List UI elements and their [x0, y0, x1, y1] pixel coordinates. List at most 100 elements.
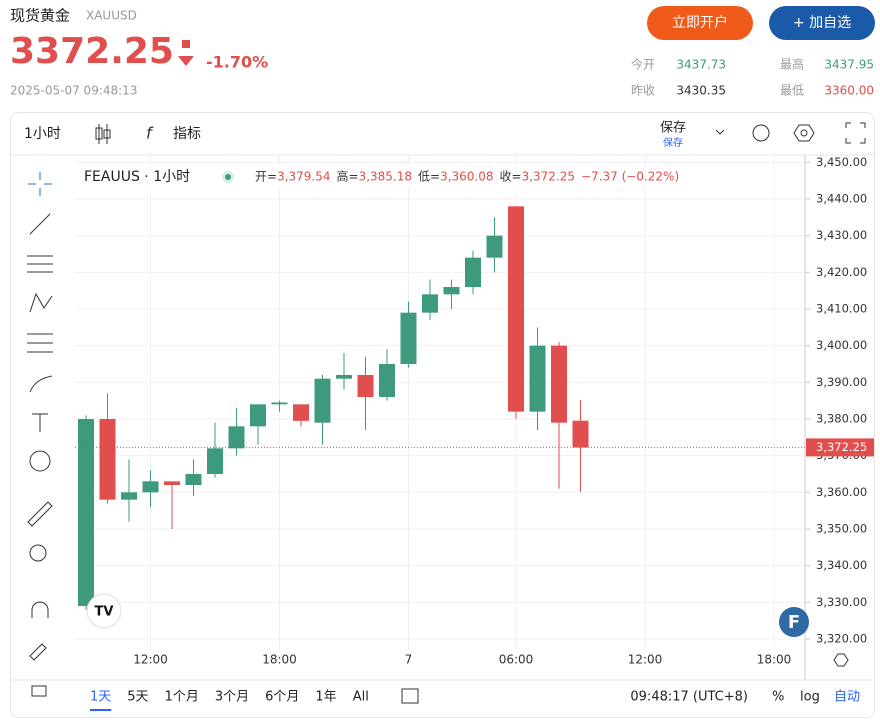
x-tick-label: 12:00 — [133, 653, 168, 667]
indicators-button[interactable]: 指标 — [173, 126, 201, 142]
y-tick-label: 3,320.00 — [816, 632, 867, 646]
range-button[interactable]: 1年 — [315, 690, 336, 705]
candle-body — [142, 481, 159, 493]
goto-date-icon[interactable] — [401, 688, 419, 704]
y-tick-label: 3,440.00 — [816, 192, 867, 206]
candle-body — [551, 345, 567, 423]
magnet-tool[interactable] — [31, 601, 49, 618]
asset-symbol: XAUUSD — [86, 9, 137, 23]
y-tick-label: 3,330.00 — [816, 595, 867, 609]
trendline-tool[interactable] — [29, 213, 51, 235]
y-tick-label: 3,410.00 — [816, 302, 867, 316]
legend-value: 3,360.08 — [440, 170, 493, 184]
live-dot-core — [225, 174, 231, 180]
stat-value: 3437.73 — [676, 58, 726, 72]
fib-tool[interactable] — [27, 255, 53, 273]
f-logo — [779, 607, 809, 637]
range-button[interactable]: 1个月 — [165, 690, 199, 705]
range-button[interactable]: 3个月 — [215, 690, 249, 705]
f-logo-text: F — [788, 612, 800, 633]
open-account-button[interactable] — [647, 6, 753, 40]
candle-body — [336, 375, 352, 379]
price: 3372.25 — [10, 31, 174, 72]
candle-body — [379, 364, 395, 397]
forecast-tool[interactable] — [27, 333, 53, 353]
legend-key: 低= — [418, 170, 440, 184]
clock: 09:48:17 (UTC+8) — [630, 690, 748, 705]
brush-tool[interactable] — [29, 375, 53, 393]
save-dropdown[interactable] — [715, 129, 725, 135]
chart-frame — [10, 112, 875, 718]
asset-name: 现货黄金 — [10, 7, 70, 25]
fullscreen-icon[interactable] — [845, 122, 866, 144]
stat-label: 昨收 — [631, 84, 655, 98]
legend-key: 开= — [255, 170, 277, 184]
x-tick-label: 7 — [405, 653, 413, 667]
zoom-tool[interactable] — [29, 544, 47, 562]
emoji-tool[interactable] — [29, 450, 51, 472]
range-button[interactable]: 1天 — [90, 690, 111, 705]
stat-label: 最高 — [780, 57, 804, 72]
legend-key: 高= — [337, 169, 359, 184]
datetime: 2025-05-07 09:48:13 — [10, 84, 137, 98]
y-tick-label: 3,430.00 — [816, 228, 867, 242]
legend-bg — [80, 165, 700, 189]
open-account-label: 立即开户 — [672, 14, 728, 31]
range-button[interactable]: 6个月 — [265, 690, 299, 705]
price-change: -1.70% — [206, 53, 268, 72]
y-tick-label: 3,420.00 — [816, 265, 867, 279]
text-tool[interactable] — [32, 413, 48, 432]
tv-logo-text: TV — [95, 605, 114, 620]
candle-body — [486, 235, 503, 258]
lock-tool[interactable] — [31, 685, 47, 697]
candle-body — [250, 404, 266, 427]
auto-toggle[interactable]: 自动 — [834, 690, 860, 705]
stat-value: 3437.95 — [824, 58, 874, 72]
last-price-label: 3,372.25 — [816, 440, 867, 454]
stat-value: 3360.00 — [824, 84, 874, 98]
candle-body — [207, 448, 223, 474]
candle-body — [185, 474, 202, 485]
y-tick-label: 3,390.00 — [816, 375, 867, 389]
watchlist-label: + 加自选 — [793, 15, 851, 31]
legend-value: 3,385.18 — [359, 170, 412, 184]
percent-toggle[interactable]: % — [772, 690, 784, 705]
candle-body — [228, 426, 245, 449]
save-sub: 保存 — [663, 136, 683, 149]
candle-body — [164, 481, 180, 485]
y-tick-label: 3,340.00 — [816, 558, 867, 572]
settings-icon[interactable] — [793, 124, 815, 142]
x-tick-label: 18:00 — [262, 653, 297, 667]
candle-body — [529, 345, 546, 412]
candle-type-icon[interactable] — [95, 124, 111, 144]
candle-body — [357, 375, 374, 397]
axis-settings[interactable] — [833, 653, 849, 667]
x-tick-label: 12:00 — [628, 653, 663, 667]
range-button[interactable]: 5天 — [127, 690, 148, 705]
candle-body — [99, 419, 116, 500]
alert-icon[interactable] — [752, 124, 770, 142]
lock-draw-tool[interactable] — [29, 643, 47, 661]
candle-body — [400, 312, 417, 364]
interval-button[interactable]: 1小时 — [24, 126, 61, 142]
legend-key: 收= — [500, 170, 522, 184]
save-button[interactable]: 保存 — [660, 121, 686, 136]
y-tick-label: 3,400.00 — [816, 338, 867, 352]
down-arrow — [178, 40, 194, 66]
pattern-tool[interactable] — [29, 292, 53, 313]
stat-label: 最低 — [780, 84, 804, 98]
ruler-tool[interactable] — [27, 501, 53, 527]
y-tick-label: 3,380.00 — [816, 412, 867, 426]
candle-body — [121, 492, 137, 500]
candle-body — [314, 378, 331, 423]
watchlist-button[interactable] — [769, 6, 875, 40]
legend-change: −7.37 (−0.22%) — [581, 170, 679, 184]
log-toggle[interactable]: log — [800, 690, 820, 705]
range-button[interactable]: All — [353, 690, 369, 705]
drawing-tools — [27, 172, 53, 697]
y-tick-label: 3,350.00 — [816, 522, 867, 536]
candle-body — [78, 419, 94, 606]
fx-icon: f — [146, 124, 154, 143]
crosshair-tool[interactable] — [28, 172, 52, 196]
